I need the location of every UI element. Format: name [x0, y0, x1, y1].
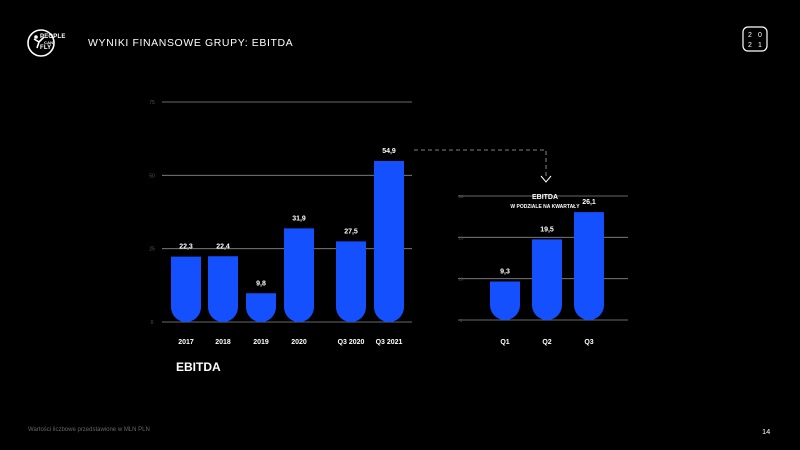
badge-digit-3: 2: [748, 42, 752, 49]
chart1-data-label: 31,9: [292, 215, 306, 222]
chart2-data-label: 19,5: [540, 226, 554, 233]
badge-digit-2: 0: [758, 32, 762, 39]
chart1-data-label: 27,5: [344, 228, 358, 235]
chart1-bar: [374, 160, 404, 322]
chart2-subtitle: W PODZIALE NA KWARTAŁY: [510, 204, 580, 210]
chart1-bar: [336, 241, 366, 322]
chart1-category-label: Q3 2020: [338, 339, 365, 346]
chart2-category-label: Q2: [542, 339, 551, 346]
chart2-bar: [532, 239, 562, 320]
chart2-ytick-label: 10: [458, 277, 464, 282]
page-number: 14: [762, 427, 771, 436]
logo-text: PEOPLE CAN FLY: [40, 34, 66, 51]
chart1-title: EBITDA: [176, 360, 221, 374]
chart1-data-label: 22,3: [179, 244, 193, 251]
chart1-ytick-label: 0: [151, 320, 154, 326]
slide-title: WYNIKI FINANSOWE GRUPY: EBITDA: [88, 37, 294, 49]
chart1-bar: [208, 256, 238, 322]
badge-digit-4: 1: [758, 42, 762, 49]
chart2-bar: [490, 281, 520, 320]
chart2-category-label: Q1: [500, 339, 509, 346]
chart1-category-label: Q3 2021: [376, 339, 403, 346]
chart1-data-label: 22,4: [216, 243, 230, 250]
chart2-ytick-label: 30: [458, 194, 464, 199]
badge-digit-1: 2: [748, 32, 752, 39]
chart2-title: EBITDA: [532, 194, 558, 201]
connector-dashed-line: [414, 149, 547, 178]
footnote: Wartości liczbowe przedstawione w MLN PL…: [28, 427, 150, 433]
chart1-bar: [171, 256, 201, 322]
company-logo: [27, 29, 55, 57]
chart1-ytick-label: 25: [149, 247, 155, 253]
chart2-category-label: Q3: [584, 339, 593, 346]
year-badge: 2 0 2 1: [742, 26, 768, 52]
chart1-data-label: 9,8: [256, 280, 266, 287]
chart2-ytick-label: 0: [460, 318, 463, 323]
chart2-data-label: 26,1: [582, 199, 596, 206]
chart2-bar: [574, 212, 604, 320]
chart1-ytick-label: 50: [149, 173, 155, 179]
chart1-category-label: 2020: [291, 339, 307, 346]
chart1-category-label: 2019: [253, 339, 269, 346]
chart1-data-label: 54,9: [382, 148, 396, 155]
chart1-ytick-label: 75: [149, 100, 155, 106]
chart2-ytick-label: 20: [458, 235, 464, 240]
chart1-bar: [246, 293, 276, 322]
chart1-category-label: 2017: [178, 339, 194, 346]
connector-arrow-icon: [540, 175, 552, 183]
chart1-bar: [284, 228, 314, 322]
chart2-data-label: 9,3: [500, 269, 510, 276]
chart1-category-label: 2018: [215, 339, 231, 346]
